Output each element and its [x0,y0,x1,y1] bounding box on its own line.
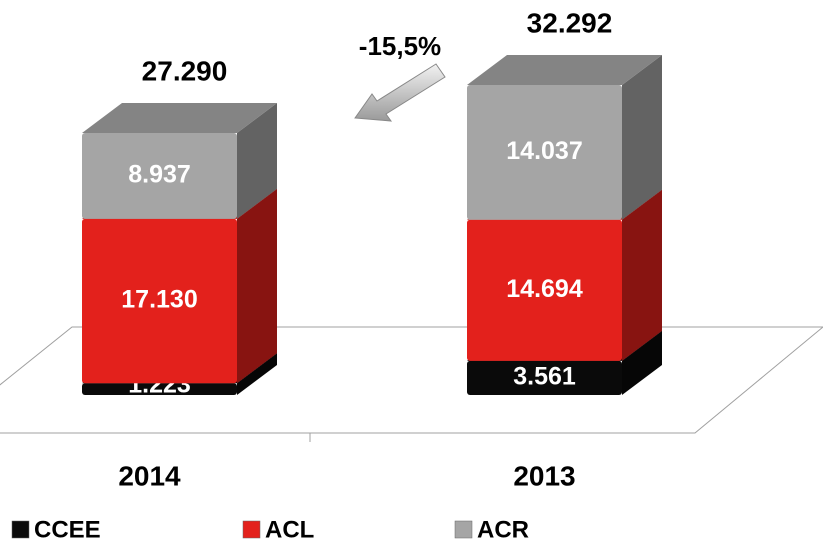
bar-side [237,188,277,384]
legend-swatch [454,520,473,539]
value-label: 14.037 [506,137,582,165]
bar-side [237,353,277,395]
bar-top [82,103,277,134]
bar [82,383,237,395]
value-label: 8.937 [128,161,191,189]
value-label: 3.561 [513,363,576,391]
value-label: 14.694 [506,275,583,303]
legend-swatch [11,520,30,539]
legend-swatch [242,520,261,539]
bar-top [467,55,662,85]
total-label: 27.290 [142,55,228,86]
change-arrow [354,63,446,122]
value-label: 17.130 [121,286,197,314]
bar-side [622,330,662,395]
legend-label: ACL [265,516,314,543]
total-label: 32.292 [527,7,613,38]
bar [82,133,237,219]
legend-label: ACR [477,516,529,543]
floor [0,326,823,434]
x-tick-label: 2014 [118,460,181,491]
change-annotation: -15,5% [359,31,441,61]
bar-side [622,55,662,220]
x-tick-label: 2013 [513,460,575,491]
legend-label: CCEE [34,516,101,543]
bar [467,219,622,361]
bar [467,360,622,395]
bar [82,218,237,384]
bar-side [237,103,277,219]
bar [467,85,622,220]
bar-side [622,189,662,361]
